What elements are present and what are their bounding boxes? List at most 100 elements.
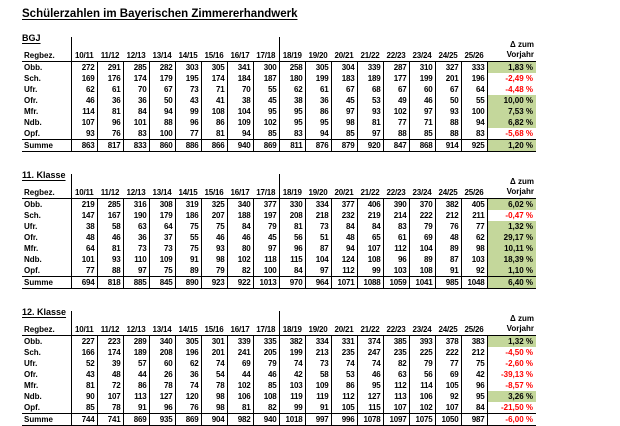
value-cell: 818 (97, 276, 124, 289)
value-cell: 94 (305, 128, 332, 140)
value-cell: 99 (175, 106, 202, 117)
value-cell: 304 (331, 61, 358, 73)
value-cell: 222 (435, 347, 462, 358)
value-cell: 272 (71, 61, 98, 73)
table-row: Ufr. 62 61 70 67 73 71 70 55 62 61 67 68 67 60 67 64 -4,4… (22, 84, 536, 95)
value-cell: 310 (409, 61, 436, 73)
value-cell: 67 (149, 84, 176, 95)
value-cell: 44 (123, 369, 150, 380)
column-header-year: 24/25 (435, 37, 461, 62)
value-cell: 108 (253, 391, 280, 402)
value-cell: 970 (279, 276, 306, 289)
value-cell: 77 (461, 221, 488, 232)
value-cell: 199 (305, 73, 332, 84)
value-cell: 179 (149, 73, 176, 84)
value-cell: 997 (305, 413, 332, 426)
table-row: Obb. 272 291 285 282 303 305 341 300 258 305 304 339… (22, 61, 536, 73)
value-cell: 90 (71, 391, 98, 402)
value-cell: 50 (435, 95, 462, 106)
value-cell: 1050 (435, 413, 462, 426)
value-cell: 77 (435, 358, 462, 369)
value-cell: 99 (357, 265, 384, 277)
value-cell: 84 (227, 221, 254, 232)
value-cell: 405 (461, 198, 488, 210)
value-cell: 84 (123, 106, 150, 117)
column-header-year: 12/13 (123, 311, 149, 336)
value-cell: 108 (357, 254, 384, 265)
value-cell: 67 (331, 84, 358, 95)
value-cell: 46 (253, 369, 280, 380)
value-cell: 64 (71, 243, 98, 254)
value-cell: 879 (331, 139, 358, 152)
delta-header-line1: Δ zum (510, 314, 534, 323)
delta-cell: -4,50 % (505, 348, 533, 357)
value-cell: 1018 (279, 413, 306, 426)
value-cell: 76 (435, 221, 462, 232)
value-cell: 331 (331, 335, 358, 347)
value-cell: 340 (227, 198, 254, 210)
column-header-year: 17/18 (253, 174, 280, 199)
value-cell: 1071 (331, 276, 358, 289)
value-cell: 46 (357, 369, 384, 380)
value-cell: 64 (461, 84, 488, 95)
value-cell: 385 (383, 335, 410, 347)
column-header-year: 11/12 (97, 311, 123, 336)
value-cell: 866 (201, 139, 228, 152)
value-cell: 107 (71, 117, 98, 128)
value-cell: 219 (71, 198, 98, 210)
delta-header-line2: Vorjahr (506, 324, 534, 333)
value-cell: 174 (201, 73, 228, 84)
value-cell: 42 (279, 369, 306, 380)
delta-cell: -8,57 % (505, 381, 533, 390)
value-cell: 282 (149, 61, 176, 73)
value-cell: 106 (409, 391, 436, 402)
value-cell: 339 (357, 61, 384, 73)
value-cell: 74 (357, 358, 384, 369)
value-cell: 46 (97, 232, 124, 243)
value-cell: 82 (227, 265, 254, 277)
value-cell: 102 (227, 254, 254, 265)
value-cell: 97 (253, 243, 280, 254)
value-cell: 42 (461, 369, 488, 380)
row-label: Sch. (22, 73, 72, 84)
value-cell: 925 (461, 139, 488, 152)
value-cell: 940 (253, 413, 280, 426)
value-cell: 87 (305, 243, 332, 254)
value-cell: 44 (227, 369, 254, 380)
value-cell: 36 (305, 95, 332, 106)
section-12-klasse: 12. Klasse Regbez. 10/11 11/12 12/13 13/14 14… (22, 302, 620, 426)
value-cell: 83 (383, 221, 410, 232)
value-cell: 285 (123, 61, 150, 73)
column-header-year: 18/19 (279, 174, 305, 199)
value-cell: 108 (201, 106, 228, 117)
value-cell: 223 (97, 335, 124, 347)
value-cell: 923 (201, 276, 228, 289)
value-cell: 1041 (409, 276, 436, 289)
value-cell: 96 (279, 243, 306, 254)
value-cell: 92 (435, 391, 462, 402)
value-cell: 38 (279, 95, 306, 106)
value-cell: 53 (331, 369, 358, 380)
column-header-year: 14/15 (175, 174, 201, 199)
value-cell: 167 (97, 210, 124, 221)
value-cell: 106 (227, 391, 254, 402)
value-cell: 694 (71, 276, 98, 289)
section-label-11-klasse: 11. Klasse (22, 170, 66, 180)
value-cell: 77 (71, 265, 98, 277)
value-cell: 300 (253, 61, 280, 73)
value-cell: 79 (409, 358, 436, 369)
delta-cell: 1,32 % (487, 335, 536, 347)
delta-header-line2: Vorjahr (506, 187, 534, 196)
value-cell: 107 (383, 402, 410, 414)
value-cell: 1088 (357, 276, 384, 289)
value-cell: 43 (175, 95, 202, 106)
value-cell: 38 (227, 95, 254, 106)
value-cell: 334 (305, 335, 332, 347)
value-cell: 1059 (383, 276, 410, 289)
value-cell: 308 (149, 198, 176, 210)
value-cell: 51 (305, 232, 332, 243)
table-row: Opf. 77 88 97 75 89 79 82 100 84 97 112 99 103 108 91 92… (22, 265, 536, 277)
header-row: Regbez. 10/11 11/12 12/13 13/14 14/15 15/16 16/… (22, 37, 536, 62)
column-header-year: 13/14 (149, 174, 175, 199)
value-cell: 305 (175, 335, 202, 347)
